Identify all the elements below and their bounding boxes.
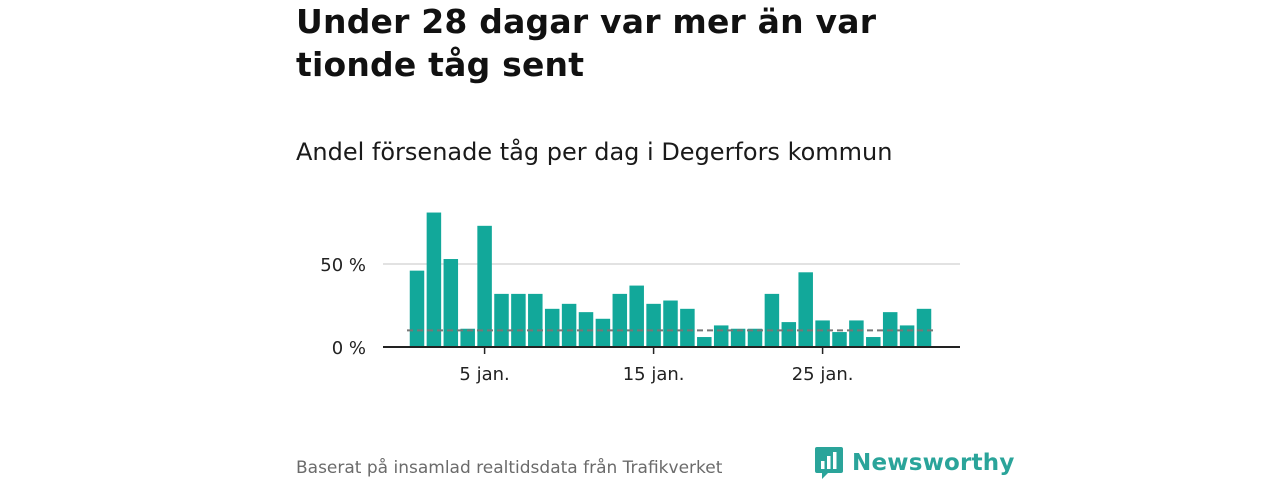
- bar-day-8: [528, 293, 543, 347]
- bar-day-7: [511, 293, 526, 347]
- brand-logo[interactable]: Newsworthy: [814, 446, 1015, 480]
- bar-day-27: [849, 320, 864, 347]
- x-tick-label: 25 jan.: [792, 364, 854, 385]
- bar-day-19: [713, 325, 729, 347]
- y-tick-label: 0 %: [332, 338, 366, 359]
- bar-day-25: [815, 320, 830, 347]
- newsworthy-logo-icon: [815, 447, 843, 479]
- bar-day-16: [663, 300, 678, 347]
- bar-day-18: [697, 337, 712, 347]
- bar-day-13: [612, 293, 628, 347]
- bar-day-10: [561, 303, 577, 347]
- bar-day-31: [916, 308, 932, 347]
- bar-day-12: [595, 318, 611, 347]
- bar-day-14: [629, 285, 644, 347]
- bar-day-6: [494, 293, 509, 347]
- x-tick-label: 15 jan.: [623, 364, 685, 385]
- chart-title: Under 28 dagar var mer än var tionde tåg…: [296, 2, 877, 84]
- bar-day-26: [832, 332, 847, 347]
- bar-day-20: [730, 328, 746, 347]
- axes: 0 % 50 % 5 jan. 15 jan. 25 jan.: [320, 255, 960, 385]
- bar-day-30: [899, 325, 915, 347]
- x-tick-label: 5 jan.: [459, 364, 509, 385]
- source-note: Baserat på insamlad realtidsdata från Tr…: [296, 458, 723, 478]
- chart-subtitle: Andel försenade tåg per dag i Degerfors …: [296, 138, 893, 166]
- bar-day-23: [781, 322, 797, 347]
- bar-day-17: [680, 308, 695, 347]
- bar-day-24: [798, 272, 813, 347]
- bar-day-9: [544, 308, 560, 347]
- bar-day-21: [747, 328, 763, 347]
- bar-day-22: [764, 293, 780, 347]
- y-tick-label: 50 %: [320, 255, 366, 276]
- bar-day-2: [426, 212, 442, 347]
- bar-day-15: [646, 303, 661, 347]
- bars: [409, 212, 932, 347]
- brand-name: Newsworthy: [852, 450, 1015, 476]
- bar-day-11: [578, 312, 594, 347]
- bar-day-3: [443, 259, 459, 347]
- bar-day-1: [409, 270, 425, 347]
- bar-day-4: [460, 328, 475, 347]
- bar-day-28: [866, 337, 881, 347]
- bar-day-5: [477, 225, 492, 347]
